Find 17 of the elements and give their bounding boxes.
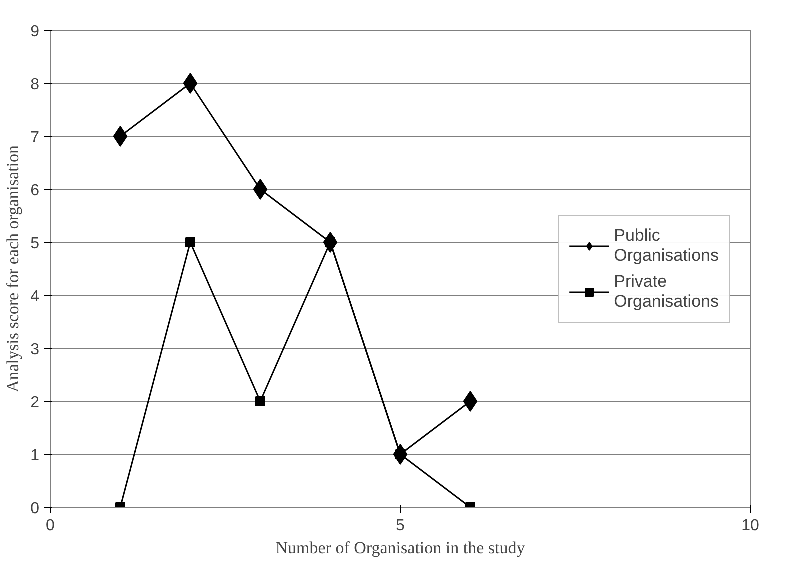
y-tick-label: 6 — [30, 182, 40, 200]
y-axis-title: Analysis score for each organisation — [4, 144, 23, 393]
y-tick-label: 3 — [30, 342, 40, 358]
x-tick-label: 5 — [396, 518, 406, 534]
legend-label: Public Organisations — [614, 226, 719, 266]
y-tick-label: 5 — [30, 236, 40, 252]
y-tick-label: 4 — [30, 288, 40, 306]
y-tick-label: 7 — [30, 130, 40, 146]
y-tick-label: 1 — [30, 448, 40, 464]
y-tick-label: 0 — [30, 500, 40, 518]
y-tick-label: 8 — [30, 76, 40, 94]
x-tick-label: 0 — [46, 518, 56, 534]
legend-label: Private Organisations — [614, 272, 719, 312]
y-tick-label: 9 — [30, 24, 40, 40]
x-axis-title: Number of Organisation in the study — [276, 538, 526, 558]
y-tick-label: 2 — [30, 394, 40, 412]
x-tick-label: 10 — [742, 518, 760, 534]
